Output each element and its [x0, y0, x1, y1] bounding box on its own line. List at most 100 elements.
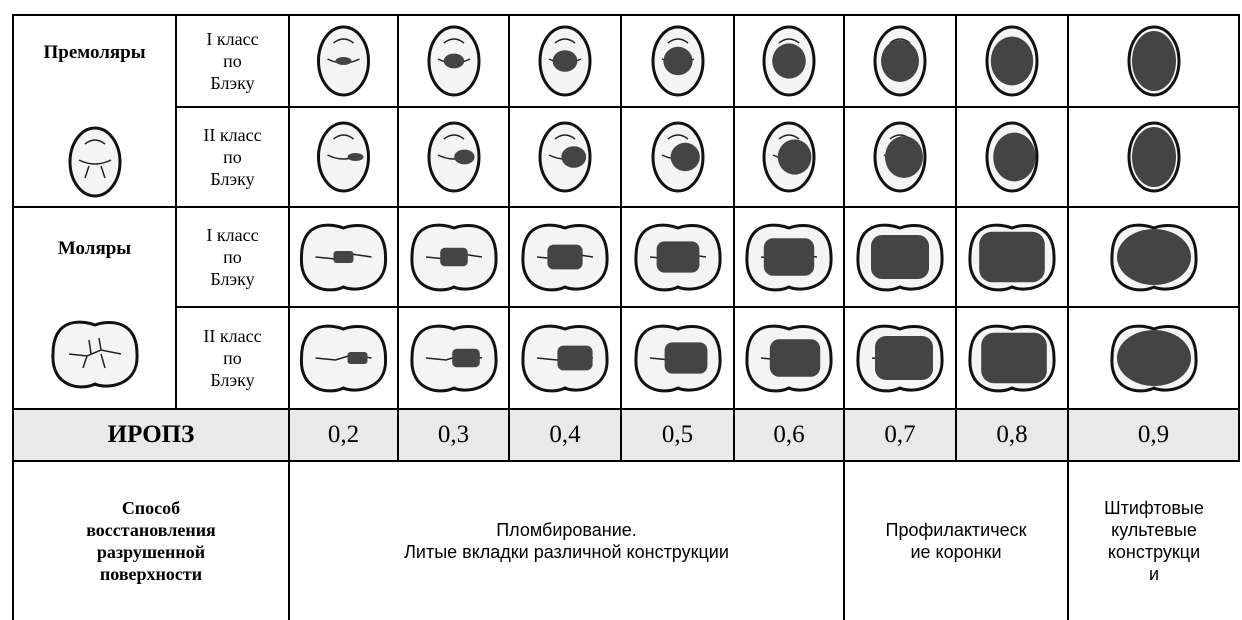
text-line: ие коронки: [910, 542, 1002, 562]
tooth-drawing: [985, 121, 1039, 193]
tooth-drawing: [762, 121, 816, 193]
index-value: 0,9: [1067, 408, 1240, 462]
picture-cell: [1067, 306, 1240, 410]
row: Моляры I класс по Блэку: [12, 206, 1240, 410]
picture-cell: [843, 306, 957, 410]
group-cell: Моляры: [12, 206, 177, 410]
tooth-drawing: [651, 121, 704, 193]
picture-cell: [1067, 14, 1240, 108]
tooth-drawing: [873, 121, 927, 193]
class-cell: I класс по Блэку: [175, 206, 290, 308]
picture-cell: [1067, 106, 1240, 208]
tooth-drawing: [745, 223, 833, 292]
tooth-drawing: [633, 324, 722, 393]
text-line: по: [223, 51, 242, 71]
table: Премоляры I класс по Блэку II класс по Блэку Мо…: [12, 14, 1240, 620]
picture-cell: [843, 106, 957, 208]
picture-cell: [733, 206, 845, 308]
picture-cell: [1067, 206, 1240, 308]
tooth-drawing: [968, 324, 1056, 393]
index-value: 0,8: [955, 408, 1069, 462]
text-line: по: [223, 147, 242, 167]
method-label: Способ восстановления разрушенной поверхнос…: [12, 460, 290, 620]
row: II класс по Блэку: [13, 306, 1240, 410]
tooth-drawing: [1109, 324, 1198, 393]
picture-cell: [955, 306, 1069, 410]
picture-cell: [955, 206, 1069, 308]
group-label: Премоляры: [43, 42, 146, 63]
text-line: II класс: [203, 125, 262, 145]
picture-cell: [620, 14, 735, 108]
method-cell: Пломбирование. Литые вкладки различной ко…: [288, 460, 845, 620]
table-wrap: Премоляры I класс по Блэку II класс по Блэку Мо…: [12, 14, 1240, 620]
text-line: I класс: [206, 225, 259, 245]
text-line: Блэку: [210, 169, 255, 189]
text-line: Пломбирование.: [496, 520, 637, 540]
tooth-drawing: [745, 324, 833, 393]
picture-cell: [955, 14, 1069, 108]
picture-cell: [843, 14, 957, 108]
group-cell: Премоляры: [12, 14, 177, 208]
tooth-drawing: [299, 324, 388, 393]
group-label: Моляры: [57, 238, 132, 259]
text-line: восстановления: [86, 520, 216, 540]
text-line: по: [223, 247, 242, 267]
class-cell: I класс по Блэку: [175, 14, 290, 108]
tooth-drawing: [1109, 223, 1198, 292]
tooth-drawing: [68, 126, 121, 198]
text-line: Литые вкладки различной конструкции: [404, 542, 729, 562]
picture-cell: [508, 206, 622, 308]
picture-cell: [397, 106, 510, 208]
index-value: 0,5: [620, 408, 735, 462]
picture-cell: [620, 106, 735, 208]
text-line: Блэку: [210, 370, 255, 390]
picture-cell: [733, 106, 845, 208]
picture-cell: [508, 306, 622, 410]
text-line: поверхности: [99, 564, 203, 584]
tooth-drawing: [409, 223, 498, 292]
tooth-drawing: [856, 324, 944, 393]
picture-cell: [288, 206, 399, 308]
tooth-drawing: [521, 324, 609, 393]
method-cell: Штифтовые культевые конструкци и: [1067, 460, 1239, 620]
tooth-drawing: [538, 121, 592, 193]
text-line: Блэку: [210, 73, 255, 93]
tooth-drawing: [427, 25, 480, 97]
tooth-drawing: [50, 320, 139, 389]
tooth-drawing: [538, 25, 592, 97]
text-line: по: [223, 348, 242, 368]
index-value: 0,2: [288, 408, 399, 462]
picture-cell: [733, 306, 845, 410]
tooth-drawing: [762, 25, 816, 97]
tooth-drawing: [409, 324, 498, 393]
text-line: Блэку: [210, 269, 255, 289]
group-picture: [14, 120, 175, 204]
row: II класс по Блэку: [13, 106, 1240, 208]
tooth-drawing: [1127, 121, 1180, 193]
picture-cell: [733, 14, 845, 108]
text-line: культевые: [1111, 520, 1197, 540]
text-line: и: [1148, 564, 1160, 584]
picture-cell: [397, 306, 510, 410]
text-line: I класс: [206, 29, 259, 49]
group-picture: [14, 312, 175, 396]
tooth-drawing: [651, 25, 704, 97]
row: Премоляры I класс по Блэку: [12, 14, 1240, 208]
class-cell: II класс по Блэку: [175, 106, 290, 208]
tooth-drawing: [299, 223, 388, 292]
text-line: Профилактическ: [885, 520, 1027, 540]
tooth-drawing: [856, 223, 944, 292]
method-cell: Профилактическ ие коронки: [843, 460, 1069, 620]
tooth-drawing: [427, 121, 480, 193]
text-line: разрушенной: [96, 542, 206, 562]
tooth-drawing: [317, 25, 370, 97]
tooth-drawing: [521, 223, 609, 292]
picture-cell: [508, 106, 622, 208]
tooth-drawing: [968, 223, 1056, 292]
picture-cell: [508, 14, 622, 108]
index-value: 0,3: [397, 408, 510, 462]
picture-cell: [397, 206, 510, 308]
text-line: конструкци: [1107, 542, 1201, 562]
tooth-drawing: [873, 25, 927, 97]
